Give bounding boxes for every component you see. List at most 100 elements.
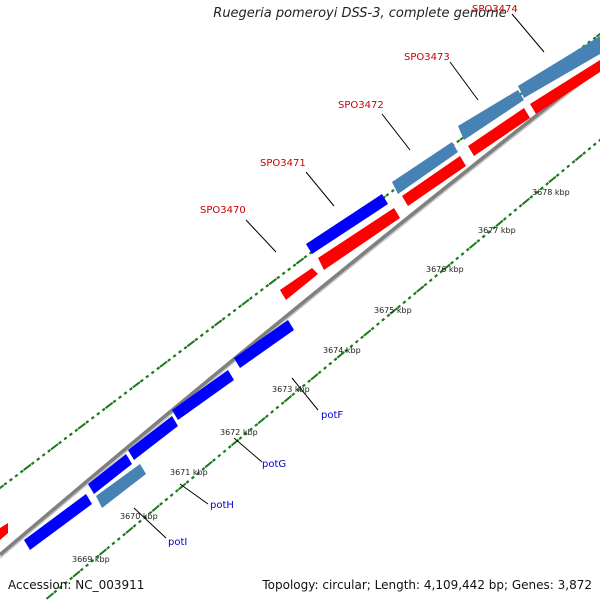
gene-spo3471-forward[interactable] bbox=[318, 208, 400, 270]
scale-tick bbox=[151, 504, 160, 512]
gene-spo3474-outer[interactable] bbox=[518, 36, 600, 98]
scale-tick bbox=[148, 510, 153, 515]
scale-tick bbox=[310, 373, 319, 381]
label-leaders bbox=[133, 13, 545, 539]
scale-label: 3670 kbp bbox=[120, 512, 158, 521]
scale-tick bbox=[587, 146, 592, 151]
scale-tick bbox=[205, 329, 210, 333]
scale-tick bbox=[375, 322, 380, 327]
scale-tick bbox=[412, 291, 417, 296]
scale-tick bbox=[0, 484, 5, 490]
scale-tick bbox=[389, 307, 398, 315]
reverse-strand-genes bbox=[24, 194, 388, 550]
accession-label: Accession: NC_003911 bbox=[8, 578, 145, 592]
scale-tick bbox=[145, 374, 150, 379]
scale-label: 3669 kbp bbox=[72, 555, 110, 564]
scale-tick bbox=[354, 339, 359, 344]
scale-tick bbox=[178, 349, 182, 354]
scale-tick bbox=[561, 168, 565, 173]
scale-tick bbox=[156, 366, 161, 371]
scale-tick bbox=[112, 399, 117, 404]
scale-tick bbox=[178, 482, 187, 491]
scale-tick bbox=[265, 283, 270, 288]
highlight-genes bbox=[96, 36, 600, 508]
scale-tick bbox=[402, 300, 407, 305]
scale-tick bbox=[116, 537, 121, 541]
scale-tick bbox=[150, 370, 155, 375]
scale-label: 3673 kbp bbox=[272, 385, 310, 394]
gene-potf[interactable] bbox=[234, 320, 294, 368]
gene-poti[interactable] bbox=[96, 464, 146, 508]
scale-tick bbox=[259, 288, 264, 292]
scale-tick bbox=[111, 541, 116, 546]
scale-tick bbox=[598, 138, 600, 142]
scale-tick bbox=[495, 219, 504, 227]
locus-label-spo3470: SPO3470 bbox=[200, 205, 246, 216]
scale-tick bbox=[19, 469, 24, 474]
scale-tick bbox=[264, 414, 269, 419]
scale-tick bbox=[132, 523, 137, 528]
scale-tick bbox=[248, 296, 253, 300]
scale-tick bbox=[36, 457, 41, 461]
gene-spo3470[interactable] bbox=[280, 268, 318, 300]
gene-left-edge[interactable] bbox=[0, 523, 8, 540]
scale-tick bbox=[349, 344, 354, 348]
scale-tick bbox=[592, 142, 597, 147]
scale-tick bbox=[303, 255, 308, 259]
scale-tick bbox=[370, 326, 375, 331]
scale-tick bbox=[190, 475, 195, 480]
scale-tick bbox=[291, 392, 296, 397]
scale-tick bbox=[139, 378, 144, 383]
scale-tick bbox=[85, 420, 90, 424]
scale-tick bbox=[217, 453, 222, 458]
scale-tick bbox=[344, 348, 349, 353]
scale-tick bbox=[292, 263, 297, 267]
scale-tick bbox=[456, 139, 461, 144]
scale-tick bbox=[460, 252, 465, 256]
scale-tick bbox=[513, 208, 518, 213]
gene-spo3472-outer[interactable] bbox=[392, 142, 458, 194]
scale-label: 3675 kbp bbox=[374, 306, 412, 315]
gene-spo3473[interactable] bbox=[468, 108, 530, 156]
scale-tick bbox=[468, 241, 478, 249]
scale-tick bbox=[534, 190, 539, 195]
scale-tick bbox=[439, 269, 444, 274]
scale-tick bbox=[539, 186, 544, 191]
scale-tick bbox=[455, 256, 460, 261]
scale-tick bbox=[95, 554, 100, 559]
scale-tick bbox=[465, 247, 470, 252]
gene-potg[interactable] bbox=[172, 370, 234, 420]
scale-tick bbox=[423, 282, 428, 287]
scale-tick bbox=[270, 409, 275, 414]
gene-spo3471[interactable] bbox=[306, 194, 388, 254]
scale-tick bbox=[159, 360, 168, 368]
scale-tick bbox=[30, 461, 35, 466]
scale-tick bbox=[360, 335, 364, 340]
scale-tick bbox=[243, 431, 248, 436]
scale-tick bbox=[257, 416, 266, 425]
scale-label: 3677 kbp bbox=[478, 226, 516, 235]
scale-tick bbox=[254, 423, 259, 427]
gene-spo3474[interactable] bbox=[530, 60, 600, 114]
scale-tick bbox=[85, 563, 89, 568]
scale-tick bbox=[416, 285, 425, 293]
scale-tick bbox=[214, 319, 223, 327]
scale-tick bbox=[227, 445, 232, 449]
scale-tick bbox=[592, 36, 597, 40]
gene-spo3472[interactable] bbox=[402, 156, 466, 206]
scale-label: 3676 kbp bbox=[426, 265, 464, 274]
gene-poth-a[interactable] bbox=[128, 416, 178, 460]
scale-tick bbox=[98, 548, 107, 556]
scale-tick bbox=[492, 225, 497, 230]
gene-poth-b[interactable] bbox=[88, 454, 132, 494]
locus-label-spo3473: SPO3473 bbox=[404, 52, 450, 63]
scale-tick bbox=[122, 532, 126, 537]
scale-tick bbox=[53, 589, 58, 594]
scale-tick bbox=[58, 440, 62, 445]
gene-spo3473-outer[interactable] bbox=[458, 90, 524, 140]
scale-label: 3678 kbp bbox=[532, 188, 570, 197]
scale-tick bbox=[487, 230, 491, 234]
gene-poti-reverse[interactable] bbox=[24, 494, 92, 550]
scale-tick bbox=[276, 275, 281, 280]
